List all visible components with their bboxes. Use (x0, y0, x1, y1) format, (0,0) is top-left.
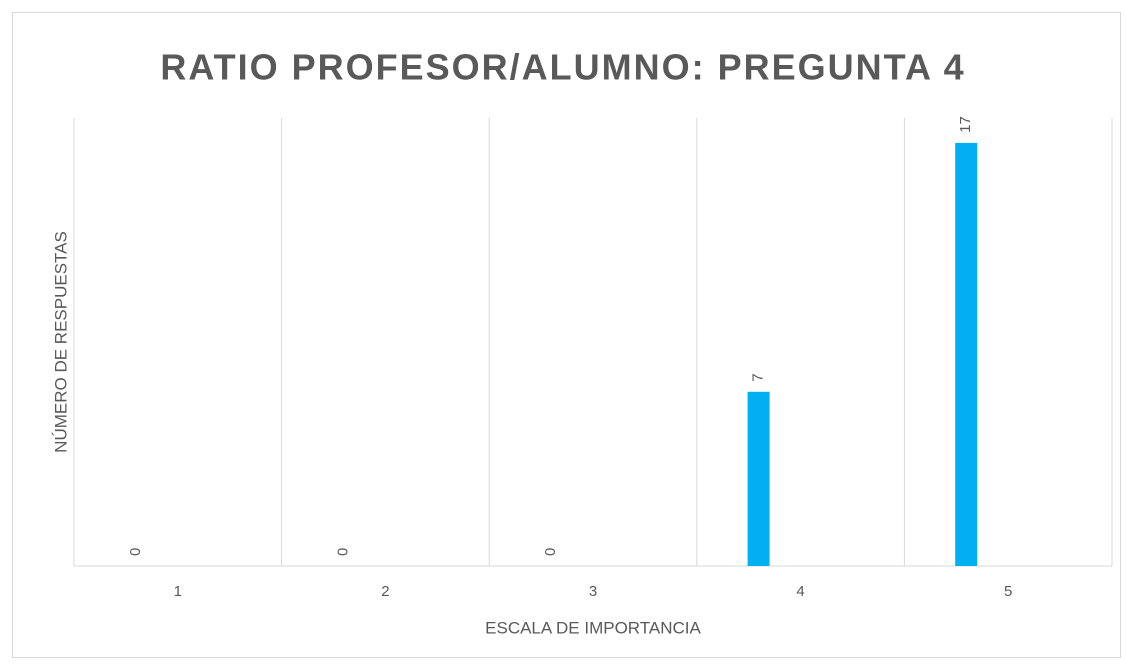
chart-border (12, 12, 1121, 658)
chart-title: RATIO PROFESOR/ALUMNO: PREGUNTA 4 (160, 47, 965, 88)
x-tick-label: 5 (1004, 583, 1012, 600)
x-tick-label: 2 (381, 583, 389, 600)
x-axis-title: ESCALA DE IMPORTANCIA (485, 618, 701, 637)
data-label: 7 (750, 373, 767, 381)
data-label: 0 (334, 548, 351, 556)
x-tick-label: 1 (174, 583, 182, 600)
data-label: 17 (957, 116, 974, 133)
data-label: 0 (542, 548, 559, 556)
bar (747, 391, 770, 566)
x-tick-label: 4 (796, 583, 804, 600)
y-axis-title: NÚMERO DE RESPUESTAS (51, 231, 70, 453)
bar (955, 142, 978, 566)
data-label: 0 (127, 548, 144, 556)
x-tick-label: 3 (589, 583, 597, 600)
